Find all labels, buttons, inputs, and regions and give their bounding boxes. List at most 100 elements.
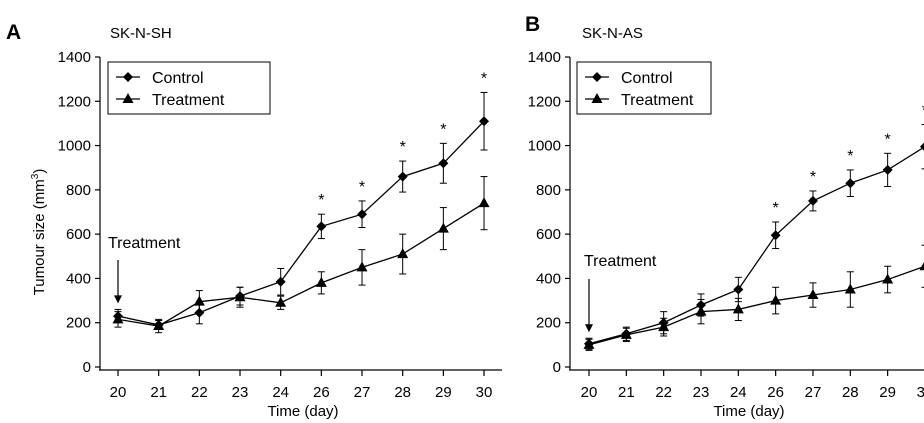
x-tick-label: 23 (232, 384, 249, 401)
y-tick-label: 1400 (58, 49, 91, 66)
series-control (113, 91, 490, 330)
x-tick-label: 24 (730, 384, 747, 401)
x-tick-label: 28 (394, 384, 411, 401)
treatment-annotation: Treatment (584, 253, 657, 270)
data-point-triangle (437, 222, 449, 233)
data-point-triangle (478, 197, 490, 208)
significance-star: * (810, 169, 816, 186)
data-point-diamond (479, 116, 490, 127)
x-tick-label: 24 (272, 384, 289, 401)
x-tick-label: 21 (618, 384, 635, 401)
significance-star: * (773, 200, 779, 217)
x-tick-label: 20 (110, 384, 127, 401)
legend-label: Treatment (152, 92, 225, 109)
significance-star: * (318, 192, 324, 209)
x-tick-label: 30 (476, 384, 493, 401)
data-point-triangle (356, 261, 368, 272)
data-point-triangle (275, 296, 287, 307)
y-tick-label: 1200 (58, 93, 91, 110)
significance-star: * (885, 131, 891, 148)
data-point-diamond (275, 276, 286, 287)
significance-star: * (481, 70, 487, 87)
y-tick-label: 1000 (528, 138, 561, 155)
x-tick-label: 22 (191, 384, 208, 401)
legend-marker-triangle (591, 93, 603, 103)
data-point-triangle (583, 338, 595, 349)
significance-star: * (359, 179, 365, 196)
data-point-diamond (397, 171, 408, 182)
data-point-diamond (882, 164, 893, 175)
panel-letter: A (6, 21, 21, 44)
significance-star: * (400, 139, 406, 156)
data-point-triangle (770, 294, 782, 305)
data-point-diamond (733, 284, 744, 295)
x-tick-label: 26 (767, 384, 784, 401)
x-tick-label: 21 (150, 384, 167, 401)
significance-star: * (440, 121, 446, 138)
legend-box (107, 61, 271, 115)
data-point-triangle (234, 291, 246, 302)
legend-marker-triangle (122, 93, 134, 103)
data-point-diamond (316, 221, 327, 232)
treatment-arrow-head (585, 324, 593, 333)
y-tick-label: 400 (536, 270, 561, 287)
y-tick-label: 800 (536, 182, 561, 199)
y-tick-label: 800 (66, 182, 91, 199)
legend: Control Treatment (107, 61, 271, 115)
data-point-diamond (807, 195, 818, 206)
y-tick-label: 1400 (528, 49, 561, 66)
x-tick-label: 29 (435, 384, 452, 401)
legend-marker-diamond (123, 72, 133, 82)
x-tick-label: 28 (842, 384, 859, 401)
legend-box (576, 61, 712, 115)
y-tick-label: 400 (66, 270, 91, 287)
series-line (588, 146, 924, 345)
data-point-triangle (807, 289, 819, 300)
data-point-triangle (315, 276, 327, 287)
significance-star: * (922, 103, 924, 120)
x-tick-label: 20 (581, 384, 598, 401)
chart-title: SK-N-SH (110, 25, 172, 42)
x-tick-label: 26 (313, 384, 330, 401)
data-point-triangle (882, 273, 894, 284)
data-point-triangle (919, 262, 924, 271)
y-tick-label: 200 (66, 315, 91, 332)
data-point-triangle (844, 283, 856, 294)
data-point-triangle (193, 295, 205, 306)
treatment-arrow-head (114, 295, 122, 304)
legend-label: Control (621, 70, 673, 87)
x-axis-label: Time (day) (267, 403, 338, 420)
data-point-triangle (397, 248, 409, 259)
legend: Control Treatment (576, 61, 712, 115)
data-point-triangle (112, 313, 124, 324)
data-point-triangle (732, 303, 744, 314)
y-tick-label: 600 (66, 226, 91, 243)
x-tick-label: 22 (655, 384, 672, 401)
significance-star: * (847, 148, 853, 165)
series-treatment (112, 176, 490, 334)
x-tick-label: 23 (693, 384, 710, 401)
x-axis-label: Time (day) (713, 403, 784, 420)
chart-title: SK-N-AS (582, 25, 643, 42)
chart-panel-b: B SK-N-AS 0 200 400 600 800 1000 1200 1400 20 21 22 2… (525, 13, 924, 420)
y-tick-label: 0 (553, 359, 561, 376)
data-point-diamond (438, 158, 449, 169)
data-point-triangle (695, 305, 707, 316)
data-point-triangle (153, 320, 165, 331)
panel-letter: B (525, 13, 540, 36)
x-tick-label: 30 (917, 384, 924, 401)
x-tick-label: 27 (805, 384, 822, 401)
x-tick-label: 27 (354, 384, 371, 401)
legend-label: Control (152, 70, 204, 87)
data-point-triangle (620, 328, 632, 339)
y-tick-label: 600 (536, 226, 561, 243)
data-point-diamond (919, 142, 924, 151)
treatment-annotation: Treatment (108, 235, 181, 252)
y-tick-label: 1000 (58, 138, 91, 155)
series-treatment (583, 244, 924, 351)
series-line (588, 265, 924, 346)
x-tick-label: 29 (879, 384, 896, 401)
y-tick-label: 1200 (528, 93, 561, 110)
chart-panel-a: A SK-N-SH 0 200 400 600 800 1000 1200 1400 20 21 22 2… (6, 21, 502, 420)
